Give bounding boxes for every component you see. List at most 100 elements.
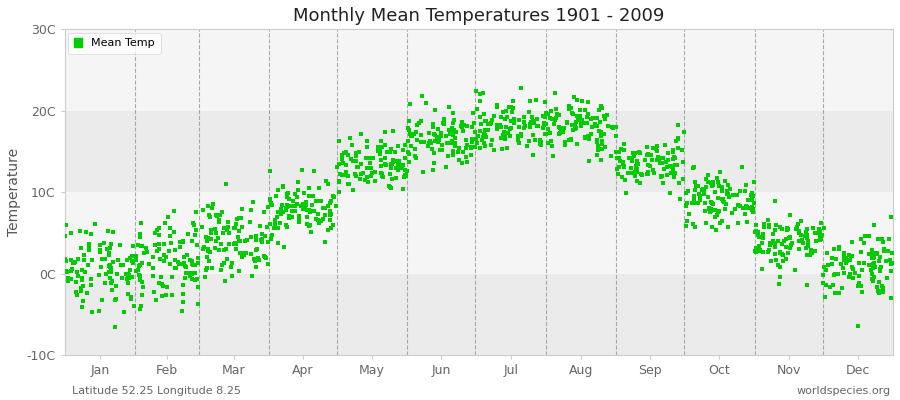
Point [747,178,761,185]
Point [579,119,593,126]
Point [282,212,296,219]
Point [580,132,595,139]
Point [278,206,293,213]
Point [248,264,263,270]
Point [234,215,248,222]
Point [474,137,489,143]
Point [155,292,169,299]
Point [430,133,445,140]
Point [335,172,349,178]
Point [646,166,661,173]
Point [656,180,670,186]
Point [668,170,682,177]
Point [256,253,271,260]
Point [595,138,609,144]
Point [745,204,760,210]
Point [483,121,498,127]
Point [127,303,141,310]
Point [686,221,700,228]
Point [701,194,716,200]
Point [445,125,459,131]
Point [81,247,95,254]
Point [738,210,752,217]
Point [179,264,194,270]
Point [472,145,487,151]
Point [176,282,190,288]
Point [837,270,851,276]
Point [685,200,699,206]
Point [220,255,235,262]
Point [444,140,458,146]
Text: worldspecies.org: worldspecies.org [796,386,891,396]
Point [472,98,487,104]
Point [872,254,886,260]
Point [709,226,724,233]
Point [869,250,884,256]
Point [848,269,862,276]
Point [307,168,321,174]
Point [606,125,620,132]
Point [772,281,787,287]
Point [832,271,846,277]
Point [151,246,166,252]
Point [176,238,190,245]
Point [699,184,714,190]
Point [266,225,281,231]
Point [699,176,714,182]
Point [368,169,382,176]
Point [250,245,265,252]
Point [364,170,379,176]
Point [177,254,192,260]
Point [102,250,116,256]
Point [449,128,464,135]
Point [176,261,190,268]
Point [832,290,846,296]
Point [884,260,898,267]
Point [872,279,886,286]
Point [800,232,814,238]
Point [721,191,735,197]
Point [517,119,531,125]
Point [739,203,753,210]
Point [455,128,470,135]
Point [466,110,481,116]
Point [563,137,578,143]
Point [233,238,248,244]
Point [588,120,602,127]
Point [307,208,321,214]
Point [834,261,849,267]
Point [154,274,168,280]
Point [459,154,473,161]
Point [58,222,73,228]
Point [104,265,118,271]
Point [800,252,814,258]
Point [774,251,788,257]
Point [553,124,567,131]
Point [459,137,473,144]
Point [189,209,203,215]
Point [399,172,413,178]
Point [621,170,635,176]
Point [426,124,440,130]
Point [572,107,587,113]
Point [510,137,525,143]
Point [378,128,392,135]
Point [392,158,406,164]
Point [873,268,887,275]
Point [431,137,446,143]
Point [422,130,436,136]
Point [167,246,182,253]
Point [687,193,701,199]
Point [221,219,236,225]
Point [103,264,117,270]
Point [374,151,388,157]
Point [591,147,606,154]
Point [159,292,174,298]
Point [93,246,107,253]
Point [386,157,400,164]
Point [482,121,496,128]
Point [808,248,823,254]
Point [505,108,519,115]
Point [163,224,177,231]
Point [487,147,501,153]
